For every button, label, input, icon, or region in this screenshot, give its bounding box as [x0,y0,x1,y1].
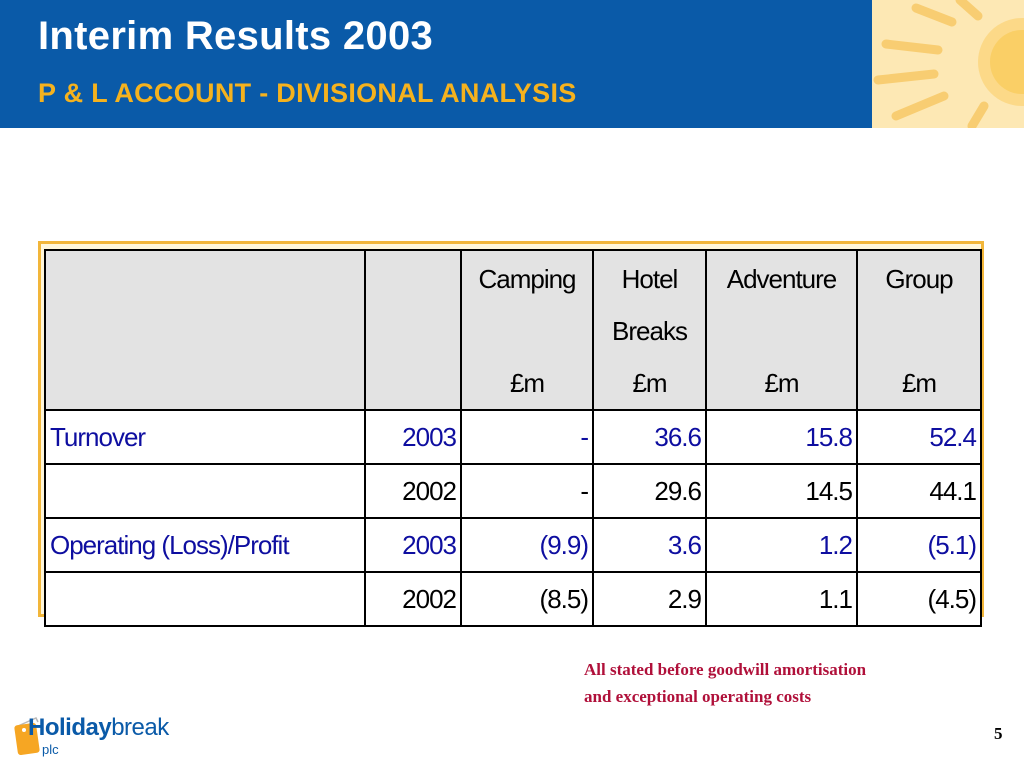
header-blank-cell [44,249,366,411]
value-cell: 3.6 [592,517,707,573]
table-row: Turnover 2003 - 36.6 15.8 52.4 [44,409,982,465]
value-cell: - [460,463,594,519]
value-cell: - [460,409,594,465]
row-year: 2003 [364,517,462,573]
slide-subtitle: P & L ACCOUNT - DIVISIONAL ANALYSIS [38,78,577,108]
row-year: 2002 [364,571,462,627]
table-row: Operating (Loss)/Profit 2003 (9.9) 3.6 1… [44,517,982,573]
value-cell: (5.1) [856,517,982,573]
value-cell: 52.4 [856,409,982,465]
luggage-tag-icon [14,717,40,755]
row-label [44,571,366,627]
sun-graphic [872,0,1024,128]
value-cell: (4.5) [856,571,982,627]
header-blank-cell [364,249,462,411]
column-header-camping: Camping £m [460,249,594,411]
value-cell: 44.1 [856,463,982,519]
column-header-adventure: Adventure £m [705,249,858,411]
logo-plc: plc [42,742,59,757]
value-cell: (9.9) [460,517,594,573]
page-number: 5 [994,724,1003,743]
logo-wordmark: Holidaybreak [28,714,169,741]
value-cell: 29.6 [592,463,707,519]
table-header-row: Camping £m Hotel Breaks £m Adventure £m … [44,249,982,411]
value-cell: 2.9 [592,571,707,627]
table-row: 2002 (8.5) 2.9 1.1 (4.5) [44,571,982,627]
value-cell: (8.5) [460,571,594,627]
header-band: Interim Results 2003 P & L ACCOUNT - DIV… [0,0,872,128]
slide-title: Interim Results 2003 [38,14,434,58]
row-year: 2003 [364,409,462,465]
pl-table: Camping £m Hotel Breaks £m Adventure £m … [44,249,982,627]
table-row: 2002 - 29.6 14.5 44.1 [44,463,982,519]
row-label: Operating (Loss)/Profit [44,517,366,573]
row-year: 2002 [364,463,462,519]
value-cell: 15.8 [705,409,858,465]
column-header-hotel-breaks: Hotel Breaks £m [592,249,707,411]
column-header-group: Group £m [856,249,982,411]
footnote: All stated before goodwill amortisation … [584,660,867,706]
value-cell: 36.6 [592,409,707,465]
row-label: Turnover [44,409,366,465]
holidaybreak-logo: Holidaybreak plc [14,712,174,762]
value-cell: 1.1 [705,571,858,627]
value-cell: 14.5 [705,463,858,519]
value-cell: 1.2 [705,517,858,573]
sun-icon [873,0,1024,128]
row-label [44,463,366,519]
